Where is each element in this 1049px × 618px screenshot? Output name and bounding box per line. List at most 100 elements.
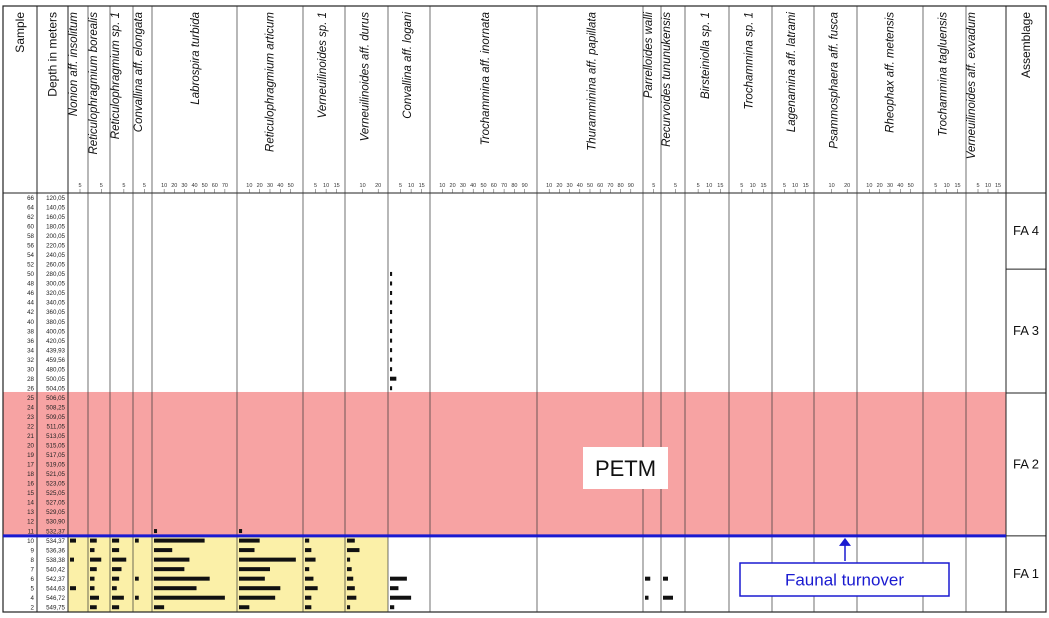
bar	[347, 548, 360, 553]
tick-label: 30	[267, 183, 273, 189]
tick-label: 80	[511, 183, 517, 189]
pre-petm-band	[68, 535, 388, 612]
chart-frame	[2, 5, 1047, 613]
tick-label: 60	[491, 183, 497, 189]
taxon-header: Nonion aff. insolitum	[68, 12, 80, 117]
assemblage-label: FA 1	[1013, 566, 1039, 581]
depth-header: Depth in meters	[46, 12, 60, 97]
bar	[239, 567, 270, 572]
turnover-arrow-head	[839, 537, 851, 546]
taxon-bars-4	[154, 529, 225, 610]
depth-label: 140,05	[46, 204, 65, 211]
tick-label: 30	[567, 183, 573, 189]
depth-label: 519,05	[46, 462, 65, 469]
abundance-bars	[70, 271, 673, 610]
tick-label: 10	[985, 183, 991, 189]
taxon-header: Trochammina sp. 1	[744, 12, 756, 110]
tick-label: 10	[546, 183, 552, 189]
depth-label: 517,05	[46, 452, 65, 459]
tick-label: 10	[161, 183, 167, 189]
bar	[239, 605, 250, 610]
tick-label: 10	[246, 183, 252, 189]
bar	[305, 586, 318, 591]
tick-label: 15	[717, 183, 723, 189]
sample-label: 8	[31, 557, 35, 564]
bar	[112, 538, 120, 543]
sample-label: 30	[27, 366, 34, 373]
sample-label: 62	[27, 214, 34, 221]
bar	[135, 595, 139, 600]
taxon-header: Reticulophragmium borealis	[88, 12, 100, 155]
bar	[390, 290, 393, 295]
bar	[112, 567, 122, 572]
petm-label-box	[583, 447, 668, 489]
bar	[390, 271, 393, 276]
assemblage-label: FA 2	[1013, 456, 1039, 471]
tick-label: 40	[277, 183, 283, 189]
tick-label: 15	[995, 183, 1001, 189]
sample-label: 56	[27, 243, 34, 250]
tick-label: 10	[323, 183, 329, 189]
bar	[154, 576, 210, 581]
depth-label: 360,05	[46, 309, 65, 316]
tick-label: 5	[976, 183, 979, 189]
tick-label: 5	[314, 183, 317, 189]
tick-label: 5	[652, 183, 655, 189]
bar	[239, 538, 260, 543]
sample-label: 4	[31, 595, 35, 602]
sample-label: 2	[31, 604, 35, 611]
sample-label: 15	[27, 490, 34, 497]
tick-label: 50	[288, 183, 294, 189]
tick-label: 40	[897, 183, 903, 189]
sample-label: 21	[27, 433, 34, 440]
sample-label: 5	[31, 585, 35, 592]
bar	[154, 529, 158, 534]
tick-label: 90	[628, 183, 634, 189]
depth-label: 511,05	[47, 424, 66, 431]
depth-label: 549,75	[46, 604, 65, 611]
tick-label: 20	[877, 183, 883, 189]
tick-label: 60	[212, 183, 218, 189]
bar	[390, 300, 393, 305]
tick-label: 10	[944, 183, 950, 189]
tick-label: 10	[829, 183, 835, 189]
bar	[112, 586, 117, 591]
bar	[112, 576, 120, 581]
taxon-bars-1	[90, 538, 102, 610]
sample-label: 7	[31, 566, 35, 573]
tick-label: 20	[375, 183, 381, 189]
depth-label: 546,72	[46, 595, 65, 602]
column-headers: Sample Depth in meters Assemblage Nonion af…	[13, 12, 1033, 193]
bar	[112, 557, 127, 562]
bar	[154, 567, 185, 572]
depth-label: 530,90	[46, 519, 65, 526]
sample-label: 40	[27, 319, 34, 326]
bar	[90, 538, 97, 543]
bar	[90, 548, 95, 553]
sample-label: 20	[27, 443, 34, 450]
tick-label: 10	[706, 183, 712, 189]
bar	[347, 595, 357, 600]
depth-label: 380,05	[46, 319, 65, 326]
tick-label: 70	[501, 183, 507, 189]
bar	[347, 567, 352, 572]
tick-label: 50	[587, 183, 593, 189]
sample-label: 6	[31, 576, 35, 583]
depth-label: 536,36	[46, 547, 65, 554]
bar	[390, 576, 407, 581]
taxon-header: Rheophax aff. metensis	[884, 12, 896, 133]
bar	[90, 595, 99, 600]
tick-label: 20	[450, 183, 456, 189]
bar	[154, 595, 225, 600]
bar	[663, 595, 673, 600]
tick-label: 40	[470, 183, 476, 189]
depth-label: 200,05	[46, 233, 65, 240]
tick-label: 5	[674, 183, 677, 189]
tick-label: 10	[408, 183, 414, 189]
bar	[239, 576, 265, 581]
bar	[390, 357, 393, 362]
tick-label: 10	[792, 183, 798, 189]
taxon-header: Birsteiniolla sp. 1	[700, 12, 712, 99]
depth-label: 542,37	[46, 576, 65, 583]
